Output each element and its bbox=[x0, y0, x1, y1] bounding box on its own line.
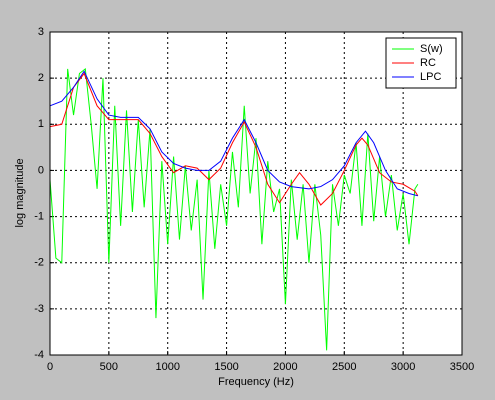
line bbox=[49, 67, 419, 351]
line bbox=[49, 72, 419, 206]
x-tick-label: 1000 bbox=[155, 361, 179, 373]
legend-label: LPC bbox=[420, 71, 441, 83]
y-axis-label: log magnitude bbox=[14, 158, 26, 227]
y-tick-label: -3 bbox=[34, 303, 44, 315]
y-tick-label: 2 bbox=[38, 72, 44, 84]
y-tick-label: -2 bbox=[34, 257, 44, 269]
y-tick-label: 3 bbox=[38, 26, 44, 38]
y-tick-label: -1 bbox=[34, 210, 44, 222]
y-tick-label: 1 bbox=[38, 118, 44, 130]
x-tick-label: 500 bbox=[100, 361, 118, 373]
x-tick-label: 1500 bbox=[214, 361, 238, 373]
y-tick-label: -4 bbox=[34, 349, 44, 361]
plot-frame bbox=[49, 31, 463, 356]
x-tick-label: 3000 bbox=[391, 361, 415, 373]
x-tick-label: 2000 bbox=[273, 361, 297, 373]
line bbox=[49, 70, 418, 197]
x-tick-label: 2500 bbox=[332, 361, 356, 373]
x-tick-label: 3500 bbox=[450, 361, 474, 373]
x-tick-label: 0 bbox=[47, 361, 53, 373]
x-axis-label: Frequency (Hz) bbox=[218, 376, 294, 388]
legend-label: S(w) bbox=[420, 43, 443, 55]
legend-label: RC bbox=[420, 57, 436, 69]
y-tick-label: 0 bbox=[38, 164, 44, 176]
